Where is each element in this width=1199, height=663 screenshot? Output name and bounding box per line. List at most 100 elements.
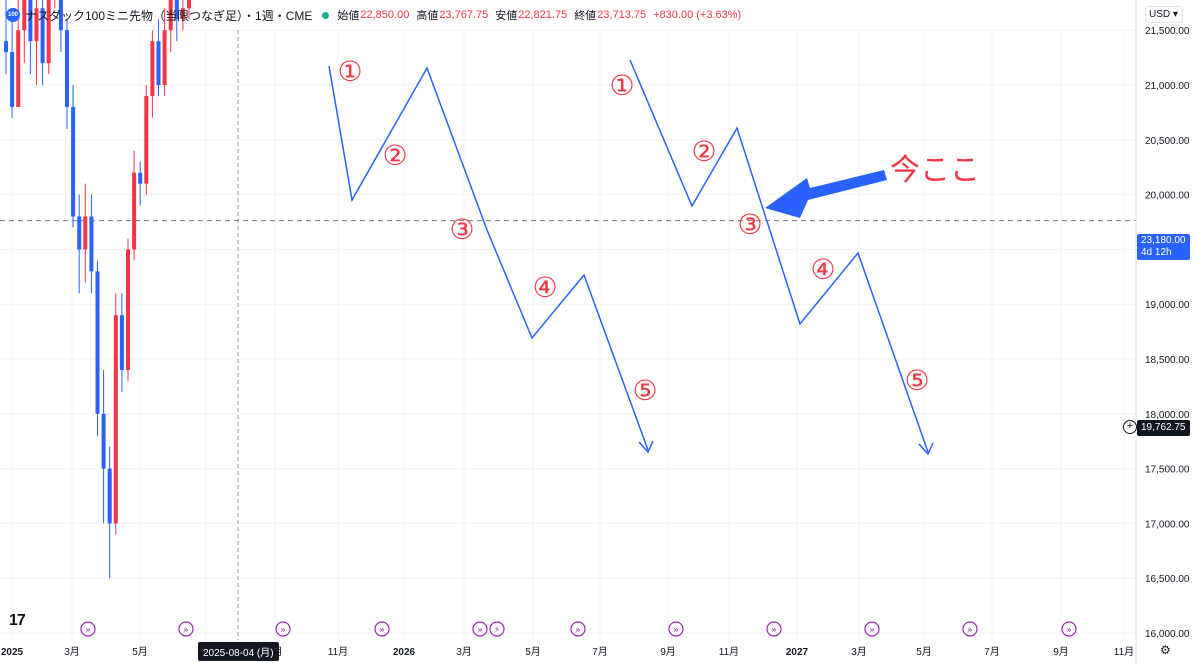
time-tick-label: 9月: [1053, 646, 1069, 658]
candle-body: [150, 41, 155, 96]
wave-label: ①: [337, 55, 362, 88]
candle-body: [10, 52, 15, 107]
candle-body: [107, 468, 112, 524]
price-axis[interactable]: 16,000.00 16,500.00 17,000.00 17,500.00 18,0…: [1135, 0, 1190, 663]
candle-body: [132, 172, 137, 250]
price-tick-label: 20,500.00: [1145, 136, 1190, 147]
candle-body: [65, 30, 69, 107]
event-glyph: »: [1066, 626, 1072, 636]
wave-label: ④: [532, 271, 557, 304]
price-tick-label: 16,000.00: [1145, 629, 1190, 640]
wave-overlays: 今ここ ① ② ③ ④ ⑤ ① ② ③ ④ ⑤ » » » » » ⚡ » » » » » »: [80, 55, 1077, 637]
event-glyph: »: [869, 626, 875, 636]
open-label: 始値: [337, 10, 360, 22]
time-tick-label: 3月: [851, 646, 867, 658]
time-tick-label: 3月: [64, 646, 80, 658]
candle-body: [187, 0, 191, 9]
dividend-event-icon: [864, 621, 880, 637]
price-tick-label: 19,000.00: [1145, 300, 1190, 311]
price-tick-label: 16,500.00: [1145, 574, 1190, 585]
price-tick-label: 20,000.00: [1145, 191, 1190, 202]
candle-body: [77, 216, 82, 250]
event-glyph: »: [575, 626, 581, 636]
time-tick-label: 3月: [456, 646, 472, 658]
candle-body: [119, 315, 124, 370]
time-tick-label: 2026: [393, 647, 416, 658]
open-value: 22,850.00: [360, 9, 410, 21]
change-value: +830.00 (+3.63%): [653, 9, 742, 21]
dividend-event-icon: [374, 621, 390, 637]
candle-body: [83, 216, 88, 250]
price-tick-label: 17,500.00: [1145, 465, 1190, 476]
candle-body: [95, 271, 100, 414]
current-position-arrow-icon: [765, 170, 887, 218]
candle-body: [16, 30, 21, 107]
candle-body: [113, 315, 118, 524]
time-tick-label: 5月: [916, 646, 932, 658]
event-glyph: »: [280, 626, 286, 636]
currency-selector[interactable]: USD ▾: [1145, 6, 1183, 23]
wave-label: ②: [382, 139, 407, 172]
dividend-event-icon: [766, 621, 782, 637]
symbol-logo[interactable]: 100: [6, 8, 20, 22]
crosshair-date-label: 2025-08-04 (月): [198, 642, 279, 661]
bar-countdown: 4d 12h: [1141, 247, 1172, 258]
arrowhead-icon: [638, 440, 654, 454]
candle-body: [28, 0, 33, 42]
candle-body: [156, 41, 161, 85]
candle-body: [101, 413, 106, 469]
candle-body: [34, 8, 39, 42]
wave-label: ③: [737, 208, 762, 241]
add-alert-plus-icon[interactable]: +: [1123, 420, 1137, 434]
dividend-event-icon: [80, 621, 96, 637]
candle-body: [144, 95, 149, 184]
dividend-event-icon: [178, 621, 194, 637]
low-label: 安値: [495, 10, 518, 22]
time-tick-label: 5月: [525, 646, 541, 658]
gear-icon[interactable]: ⚙: [1160, 643, 1171, 657]
candle-body: [71, 106, 76, 217]
wave-label: ②: [691, 135, 716, 168]
candle-body: [46, 0, 51, 64]
horizontal-line-price-tag: 19,762.75: [1137, 420, 1190, 436]
dividend-event-icon: [472, 621, 488, 637]
wave-label: ⑤: [632, 374, 657, 407]
candle-body: [162, 30, 167, 85]
tradingview-logo[interactable]: 17: [9, 612, 26, 629]
wave-projection-future: [629, 59, 929, 453]
dividend-event-icon: [1061, 621, 1077, 637]
event-glyph: »: [771, 626, 777, 636]
candle-body: [4, 41, 8, 53]
market-status-dot: [322, 11, 330, 19]
wave-label: ④: [810, 253, 835, 286]
low-value: 22,821.75: [518, 9, 568, 21]
event-glyph: »: [967, 626, 973, 636]
candle-body: [180, 8, 185, 20]
symbol-title[interactable]: ナスダック100ミニ先物（当限つなぎ足）・1週・CME: [25, 8, 313, 23]
candle-body: [22, 0, 27, 31]
wave-label: ③: [449, 213, 474, 246]
dividend-event-icon: [962, 621, 978, 637]
event-glyph: »: [477, 626, 483, 636]
last-price: 23,180.00: [1141, 235, 1186, 246]
event-glyph: »: [85, 626, 91, 636]
time-tick-label: 11月: [1114, 646, 1134, 658]
time-tick-label: 9月: [660, 646, 676, 658]
arrowhead-icon: [918, 442, 934, 456]
time-axis[interactable]: 20253月5月7月9月11月20263月5月7月9月11月20273月5月7月…: [0, 640, 1136, 658]
time-tick-label: 5月: [132, 646, 148, 658]
grid-lines: [0, 29, 1136, 640]
chart-header: 100 ナスダック100ミニ先物（当限つなぎ足）・1週・CME 始値 22,850…: [0, 0, 1136, 30]
currency-label: USD: [1149, 9, 1171, 20]
close-label: 終値: [574, 10, 597, 22]
event-glyph: »: [183, 626, 189, 636]
price-tick-label: 18,500.00: [1145, 355, 1190, 366]
close-value: 23,713.75: [597, 9, 647, 21]
time-tick-label: 11月: [719, 646, 739, 658]
time-tick-label: 2027: [786, 647, 809, 658]
wave-projection-current: [328, 65, 649, 451]
time-tick-label: 7月: [984, 646, 1000, 658]
time-tick-label: 7月: [592, 646, 608, 658]
high-label: 高値: [416, 10, 439, 22]
